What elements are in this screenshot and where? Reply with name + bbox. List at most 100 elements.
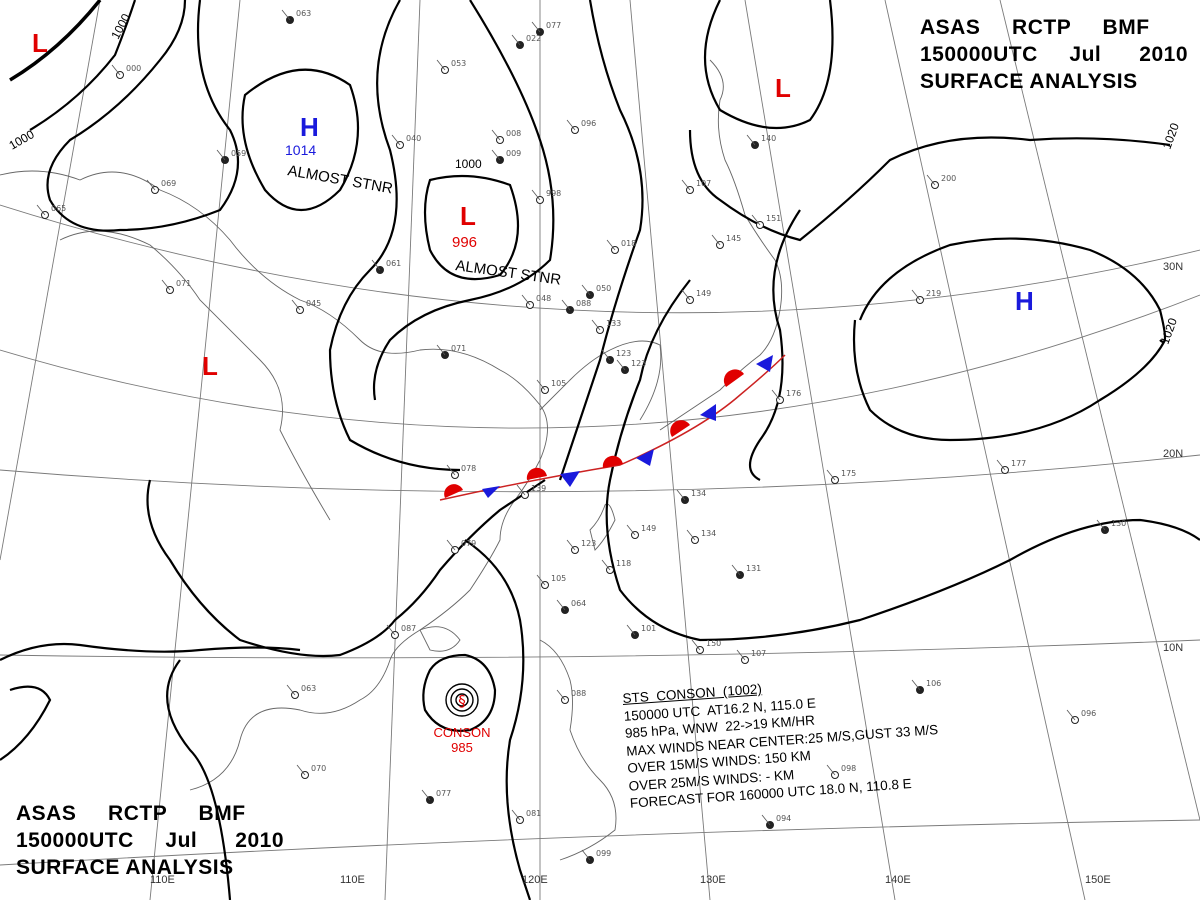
station-plot: 106 — [911, 679, 941, 694]
isobar-far-sw — [0, 685, 52, 761]
wind-barb-icon — [556, 689, 566, 701]
mainland-coast — [0, 170, 548, 791]
station-pressure-value: 118 — [616, 559, 631, 568]
title-kind: SURFACE ANALYSIS — [16, 856, 234, 879]
station-plot: 151 — [751, 214, 781, 229]
wind-barb-icon — [421, 789, 431, 801]
station-pressure-value: 123 — [631, 359, 646, 368]
warm-front-symbol — [444, 484, 463, 498]
wind-barb-icon — [111, 64, 121, 76]
wind-barb-icon — [1066, 709, 1076, 721]
stationary-front — [439, 354, 786, 501]
title-month: Jul — [165, 829, 198, 852]
station-pressure-value: 008 — [506, 129, 521, 138]
station-pressure-value: 077 — [546, 21, 561, 30]
station-plot: 078 — [446, 464, 476, 479]
isobar-central-2 — [372, 0, 555, 401]
wind-barb-icon — [511, 809, 521, 821]
parallel-10n — [0, 639, 1200, 659]
station-plot: 079 — [446, 539, 476, 554]
low-center-996: L — [460, 201, 476, 231]
station-plot: 123 — [566, 539, 596, 554]
station-pressure-value: 088 — [576, 299, 591, 308]
station-pressure-value: 130 — [1111, 519, 1126, 528]
station-pressure-value: 099 — [596, 849, 611, 858]
station-pressure-value: 105 — [551, 379, 566, 388]
station-pressure-value: 009 — [506, 149, 521, 158]
station-plot: 107 — [681, 179, 711, 194]
wind-barb-icon — [731, 564, 741, 576]
station-plot: 219 — [911, 289, 941, 304]
longitude-label: 150E — [1085, 874, 1111, 886]
low-center-value: 996 — [452, 234, 477, 251]
wind-barb-icon — [161, 279, 171, 291]
wind-barb-icon — [511, 34, 521, 46]
station-plot: 071 — [436, 344, 466, 359]
wind-barb-icon — [561, 299, 571, 311]
wind-barb-icon — [36, 204, 46, 216]
station-plot: 022 — [511, 34, 541, 49]
station-pressure-value: 145 — [726, 234, 741, 243]
latitude-label: 30N — [1163, 261, 1183, 273]
low-center-nw: L — [32, 28, 48, 58]
meridian — [884, 0, 1086, 900]
warm-front-symbol — [670, 420, 690, 437]
isobar-central-3 — [558, 0, 644, 481]
wind-barb-icon — [391, 134, 401, 146]
wind-barb-icon — [746, 134, 756, 146]
station-pressure-value: 050 — [596, 284, 611, 293]
isobar-1020-north — [688, 129, 1171, 242]
cyclone-symbol-icon: § — [458, 692, 466, 710]
station-plot: 130 — [1096, 519, 1126, 534]
station-pressure-value: 096 — [1081, 709, 1096, 718]
station-plot: 096 — [566, 119, 596, 134]
wind-barb-icon — [1096, 519, 1106, 531]
station-pressure-value: 150 — [706, 639, 721, 648]
station-pressure-value: 176 — [786, 389, 801, 398]
wind-barb-icon — [826, 469, 836, 481]
station-pressure-value: 133 — [606, 319, 621, 328]
station-pressure-value: 131 — [746, 564, 761, 573]
station-pressure-value: 065 — [51, 204, 66, 213]
station-pressure-value: 061 — [386, 259, 401, 268]
title-kind: SURFACE ANALYSIS — [920, 70, 1138, 93]
station-plot: 998 — [531, 189, 561, 204]
wind-barb-icon — [761, 814, 771, 826]
isobar-japan-low — [704, 0, 834, 130]
station-plot: 200 — [926, 174, 956, 189]
title-time: 150000UTC — [16, 829, 134, 852]
wind-barb-icon — [601, 559, 611, 571]
front-line — [439, 354, 786, 501]
station-plot: 087 — [386, 624, 416, 639]
wind-barb-icon — [601, 349, 611, 361]
wind-barb-icon — [531, 189, 541, 201]
station-pressure-value: 022 — [526, 34, 541, 43]
station-pressure-value: 094 — [776, 814, 791, 823]
station-plot: 094 — [761, 814, 791, 829]
cyclone-info-box: STS CONSON (1002) 150000 UTC AT16.2 N, 1… — [622, 668, 942, 812]
wind-barb-icon — [536, 574, 546, 586]
station-pressure-value: 177 — [1011, 459, 1026, 468]
isobar-west-loop — [46, 0, 240, 232]
station-pressure-value: 105 — [551, 574, 566, 583]
cyclone-pressure: 985 — [451, 740, 473, 755]
station-pressure-value: 079 — [461, 539, 476, 548]
station-plot: 008 — [491, 129, 521, 144]
wind-barb-icon — [556, 599, 566, 611]
isobar-1000-nw — [9, 0, 102, 82]
station-plot: 145 — [711, 234, 741, 249]
station-pressure-value: 123 — [581, 539, 596, 548]
station-plot: 048 — [521, 294, 551, 309]
wind-barb-icon — [711, 234, 721, 246]
longitude-label: 110E — [340, 874, 365, 886]
wind-barb-icon — [606, 239, 616, 251]
wind-barb-icon — [146, 179, 156, 191]
station-pressure-value: 078 — [461, 464, 476, 473]
wind-barb-icon — [491, 149, 501, 161]
longitude-label: 110E — [150, 874, 175, 886]
meridian — [999, 0, 1200, 821]
wind-barb-icon — [436, 344, 446, 356]
wind-barb-icon — [751, 214, 761, 226]
station-pressure-value: 048 — [536, 294, 551, 303]
station-plot: 123 — [616, 359, 646, 374]
